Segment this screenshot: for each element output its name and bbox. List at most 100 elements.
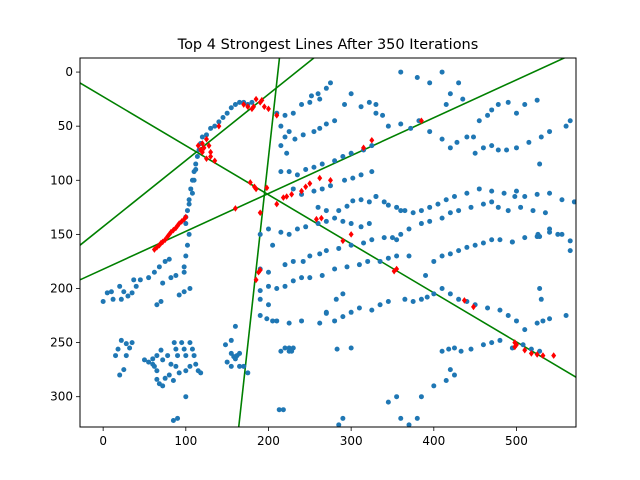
data-point [317, 125, 323, 131]
data-point [534, 320, 540, 326]
data-point [380, 112, 386, 118]
data-point [110, 296, 116, 302]
data-point [216, 119, 222, 125]
inlier-point [318, 214, 324, 222]
data-point [146, 359, 152, 365]
data-point [270, 318, 276, 324]
data-point [402, 296, 408, 302]
data-point [274, 318, 280, 324]
data-point [340, 415, 346, 421]
data-point [193, 161, 199, 167]
data-point [257, 296, 263, 302]
data-point [535, 231, 541, 237]
data-point [458, 348, 464, 354]
data-point [308, 93, 314, 99]
data-point [286, 231, 292, 237]
data-point [183, 368, 189, 374]
data-point [186, 231, 192, 237]
inlier-point [391, 267, 397, 275]
data-point [472, 242, 478, 248]
data-point [348, 309, 354, 315]
data-point [237, 350, 243, 356]
data-point [456, 208, 462, 214]
data-point [323, 248, 329, 254]
data-point [282, 345, 288, 351]
inlier-point [198, 146, 204, 154]
data-point [113, 353, 119, 359]
data-point [257, 313, 263, 319]
data-point [447, 210, 453, 216]
data-point [117, 372, 123, 378]
data-point [162, 375, 168, 381]
inlier-point [253, 185, 259, 193]
data-point [485, 112, 491, 118]
data-point [289, 348, 295, 354]
data-point [358, 104, 364, 110]
data-point [193, 166, 199, 172]
data-point [538, 134, 544, 140]
data-point [286, 129, 292, 135]
data-point [168, 275, 174, 281]
data-point [323, 309, 329, 315]
data-point [117, 283, 123, 289]
data-point [373, 102, 379, 108]
data-point [336, 208, 342, 214]
data-point [146, 275, 152, 281]
data-point [191, 353, 197, 359]
data-point [538, 296, 544, 302]
y-tick-label: 150 [50, 227, 73, 241]
data-point [332, 318, 338, 324]
data-point [173, 346, 179, 352]
data-point [340, 153, 346, 159]
data-point [369, 143, 375, 149]
data-point [171, 340, 177, 346]
data-point [165, 353, 171, 359]
y-tick-label: 50 [58, 119, 73, 133]
data-point [141, 357, 147, 363]
data-point [133, 283, 139, 289]
data-point [332, 158, 338, 164]
data-point [137, 277, 143, 283]
data-point [480, 342, 486, 348]
axes-frame [79, 57, 577, 428]
data-point [377, 258, 383, 264]
inlier-point [299, 187, 305, 195]
inlier-point [232, 205, 238, 212]
data-point [408, 125, 414, 131]
data-point [188, 186, 194, 192]
x-tick-label: 200 [257, 434, 280, 448]
data-point [198, 370, 204, 376]
inlier-point [183, 213, 189, 221]
data-point [319, 186, 325, 192]
data-point [317, 251, 323, 257]
inlier-point [204, 135, 209, 143]
data-point [414, 415, 420, 421]
data-point [307, 275, 313, 281]
data-point [121, 289, 127, 295]
data-point [181, 269, 187, 275]
y-tick-label: 100 [50, 173, 73, 187]
data-point [286, 169, 292, 175]
inlier-point [156, 241, 162, 249]
data-point [212, 123, 218, 129]
data-point [385, 399, 391, 405]
data-point [237, 99, 243, 105]
data-point [358, 172, 364, 178]
data-point [323, 218, 329, 224]
data-point [265, 302, 271, 308]
data-point [191, 177, 197, 183]
data-point [183, 221, 189, 227]
data-point [181, 264, 187, 270]
data-point [398, 231, 404, 237]
data-point [454, 139, 460, 145]
data-point [480, 145, 486, 151]
data-point [257, 288, 263, 294]
data-point [451, 345, 457, 351]
data-point [186, 201, 192, 207]
data-point [489, 340, 495, 346]
data-point [443, 197, 449, 203]
inlier-point [551, 352, 557, 359]
data-point [187, 340, 193, 346]
data-point [567, 118, 573, 124]
